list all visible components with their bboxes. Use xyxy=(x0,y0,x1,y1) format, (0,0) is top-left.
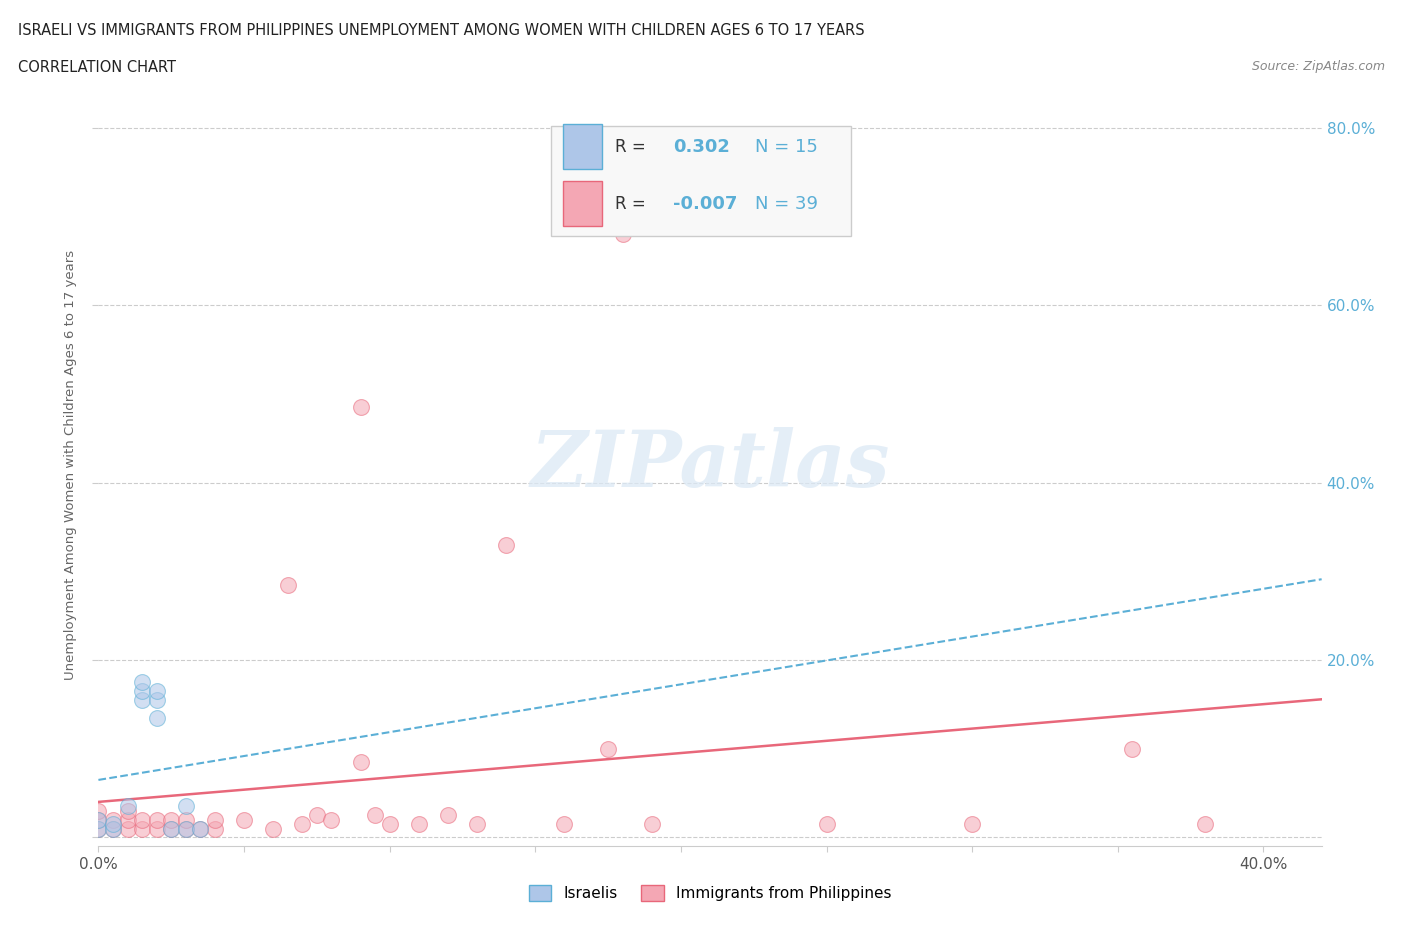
Point xyxy=(465,817,488,831)
Text: ZIPatlas: ZIPatlas xyxy=(530,427,890,503)
Point xyxy=(188,821,212,836)
Point xyxy=(117,812,139,827)
Point xyxy=(160,821,183,836)
Point xyxy=(612,227,634,242)
Text: R =: R = xyxy=(614,138,651,155)
Point xyxy=(262,821,284,836)
Point xyxy=(131,821,153,836)
Point xyxy=(131,675,153,690)
Point xyxy=(1121,741,1143,756)
Point xyxy=(291,817,314,831)
Point xyxy=(596,741,619,756)
Point xyxy=(87,812,110,827)
Legend: Israelis, Immigrants from Philippines: Israelis, Immigrants from Philippines xyxy=(523,879,897,908)
Point xyxy=(145,821,167,836)
Point xyxy=(117,821,139,836)
Point xyxy=(117,804,139,818)
Point xyxy=(174,821,197,836)
Point xyxy=(145,684,167,698)
FancyBboxPatch shape xyxy=(551,126,851,236)
Text: 0.302: 0.302 xyxy=(673,138,730,155)
Text: Source: ZipAtlas.com: Source: ZipAtlas.com xyxy=(1251,60,1385,73)
Text: ISRAELI VS IMMIGRANTS FROM PHILIPPINES UNEMPLOYMENT AMONG WOMEN WITH CHILDREN AG: ISRAELI VS IMMIGRANTS FROM PHILIPPINES U… xyxy=(18,23,865,38)
Point xyxy=(160,812,183,827)
Point xyxy=(437,808,460,823)
Point xyxy=(204,821,226,836)
Text: R =: R = xyxy=(614,194,651,213)
Point xyxy=(408,817,430,831)
Point xyxy=(815,817,838,831)
FancyBboxPatch shape xyxy=(564,181,602,226)
Point xyxy=(233,812,256,827)
Point xyxy=(131,693,153,708)
Text: CORRELATION CHART: CORRELATION CHART xyxy=(18,60,176,75)
FancyBboxPatch shape xyxy=(564,124,602,169)
Point xyxy=(101,817,124,831)
Point xyxy=(101,821,124,836)
Text: N = 15: N = 15 xyxy=(755,138,818,155)
Text: N = 39: N = 39 xyxy=(755,194,818,213)
Point xyxy=(174,821,197,836)
Point xyxy=(553,817,575,831)
Point xyxy=(1194,817,1216,831)
Point xyxy=(349,400,371,415)
Point xyxy=(495,538,517,552)
Point xyxy=(321,812,343,827)
Point xyxy=(87,821,110,836)
Point xyxy=(131,684,153,698)
Point xyxy=(641,817,664,831)
Point xyxy=(87,812,110,827)
Point xyxy=(188,821,212,836)
Point xyxy=(174,812,197,827)
Point xyxy=(117,799,139,814)
Point xyxy=(145,711,167,725)
Point xyxy=(349,754,371,769)
Point xyxy=(131,812,153,827)
Point xyxy=(145,693,167,708)
Point xyxy=(145,812,167,827)
Point xyxy=(174,799,197,814)
Point xyxy=(378,817,401,831)
Point xyxy=(160,821,183,836)
Point xyxy=(87,804,110,818)
Text: -0.007: -0.007 xyxy=(673,194,738,213)
Point xyxy=(277,578,299,592)
Point xyxy=(960,817,983,831)
Point xyxy=(305,808,328,823)
Point xyxy=(101,812,124,827)
Point xyxy=(101,821,124,836)
Point xyxy=(87,821,110,836)
Y-axis label: Unemployment Among Women with Children Ages 6 to 17 years: Unemployment Among Women with Children A… xyxy=(63,250,77,680)
Point xyxy=(204,812,226,827)
Point xyxy=(364,808,387,823)
